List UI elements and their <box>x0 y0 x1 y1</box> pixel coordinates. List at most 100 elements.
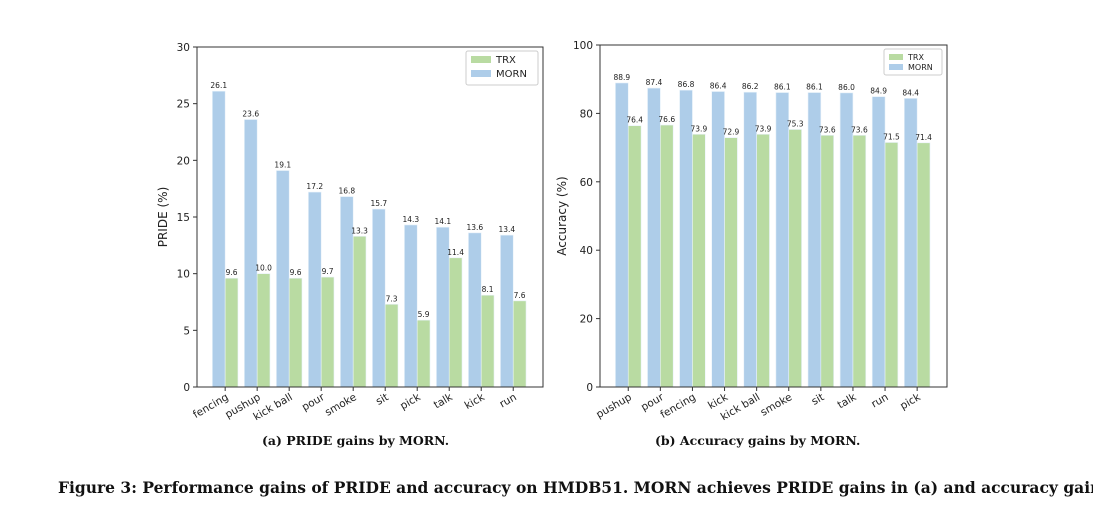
bar-trx <box>448 257 463 388</box>
bar-morn <box>404 224 418 388</box>
legend-label: MORN <box>908 63 933 72</box>
data-label: 5.9 <box>418 310 430 319</box>
chart-a: 26.19.6fencing23.610.0pushup19.19.6kick … <box>156 42 544 423</box>
data-label: 76.4 <box>626 116 643 125</box>
data-label: 9.6 <box>290 268 302 277</box>
data-label: 84.9 <box>870 87 887 96</box>
y-tick-label: 80 <box>580 108 593 120</box>
y-tick-label: 60 <box>580 177 593 189</box>
data-label: 71.5 <box>883 132 900 141</box>
bar-morn <box>775 92 790 388</box>
data-label: 19.1 <box>274 161 291 170</box>
bar-morn <box>647 87 661 388</box>
x-tick-label: pick <box>898 391 923 413</box>
data-label: 13.3 <box>351 226 368 235</box>
legend-label: TRX <box>907 53 924 62</box>
legend-label: TRX <box>495 55 516 66</box>
x-tick-label: smoke <box>323 391 359 419</box>
data-label: 16.8 <box>338 187 355 196</box>
plot-frame <box>599 44 948 388</box>
plot-frame <box>196 46 544 388</box>
bar-trx <box>627 125 642 388</box>
legend-swatch-morn <box>889 64 903 70</box>
bar-trx <box>660 124 674 388</box>
y-axis-label: PRIDE (%) <box>156 187 170 248</box>
chart-b: 88.976.4pushup87.476.6pour86.873.9fencin… <box>555 40 948 423</box>
data-label: 14.1 <box>434 217 451 226</box>
x-tick-label: run <box>869 391 890 410</box>
bar-trx <box>256 273 271 388</box>
bar-trx <box>884 142 899 388</box>
subcaption-b: (b) Accuracy gains by MORN. <box>655 433 861 448</box>
y-axis-label: Accuracy (%) <box>555 176 569 255</box>
data-label: 73.9 <box>755 124 772 133</box>
y-tick-label: 100 <box>573 40 593 52</box>
bar-morn <box>839 92 854 388</box>
bar-trx <box>224 277 239 388</box>
y-tick-label: 0 <box>586 382 593 394</box>
bar-trx <box>916 142 931 388</box>
data-label: 10.0 <box>255 264 272 273</box>
bar-trx <box>480 294 495 388</box>
data-label: 87.4 <box>646 78 663 87</box>
y-tick-label: 20 <box>177 155 190 167</box>
legend-swatch-trx <box>889 54 903 60</box>
bar-morn <box>468 232 482 388</box>
data-label: 9.6 <box>226 268 238 277</box>
data-label: 76.6 <box>658 115 675 124</box>
figure-caption: Figure 3: Performance gains of PRIDE and… <box>58 478 1093 497</box>
data-label: 7.6 <box>514 291 526 300</box>
bar-morn <box>679 89 693 388</box>
data-label: 11.4 <box>447 248 464 257</box>
y-tick-label: 30 <box>177 42 190 54</box>
data-label: 26.1 <box>210 81 227 90</box>
y-tick-label: 20 <box>580 314 593 326</box>
x-tick-label: kick <box>463 391 488 412</box>
legend-label: MORN <box>496 69 527 80</box>
bar-morn <box>340 196 354 388</box>
bar-morn <box>500 234 514 388</box>
bar-morn <box>212 90 226 388</box>
x-tick-label: sit <box>810 391 827 408</box>
bar-trx <box>852 134 867 388</box>
bar-trx <box>288 277 303 388</box>
data-label: 86.1 <box>806 83 823 92</box>
bar-trx <box>416 319 431 388</box>
x-tick-label: smoke <box>759 391 795 419</box>
y-tick-label: 25 <box>177 99 190 111</box>
data-label: 8.1 <box>482 285 494 294</box>
x-tick-label: fencing <box>658 391 698 421</box>
x-tick-label: fencing <box>191 391 231 421</box>
data-label: 88.9 <box>613 73 630 82</box>
data-label: 13.4 <box>498 225 515 234</box>
x-tick-label: talk <box>836 391 860 412</box>
x-tick-label: pushup <box>594 391 634 421</box>
data-label: 86.0 <box>838 83 855 92</box>
bar-trx <box>320 276 335 388</box>
bar-morn <box>372 208 386 388</box>
bar-trx <box>352 235 367 388</box>
data-label: 13.6 <box>466 223 483 232</box>
data-label: 86.2 <box>742 82 759 91</box>
bar-trx <box>512 300 527 388</box>
bar-morn <box>244 119 258 388</box>
y-tick-label: 5 <box>183 325 190 337</box>
data-label: 17.2 <box>306 182 323 191</box>
subcaption-a: (a) PRIDE gains by MORN. <box>262 433 450 448</box>
bar-morn <box>276 170 290 388</box>
bar-trx <box>788 129 802 388</box>
data-label: 14.3 <box>402 215 419 224</box>
bar-morn <box>308 191 322 388</box>
bar-trx <box>384 303 399 388</box>
legend: TRX MORN <box>465 50 539 86</box>
x-tick-label: sit <box>374 391 391 408</box>
data-label: 86.1 <box>774 83 791 92</box>
y-tick-label: 10 <box>177 269 190 281</box>
data-label: 71.4 <box>915 133 932 142</box>
y-tick-label: 0 <box>183 382 190 394</box>
data-label: 15.7 <box>370 199 387 208</box>
x-tick-label: talk <box>432 391 456 412</box>
